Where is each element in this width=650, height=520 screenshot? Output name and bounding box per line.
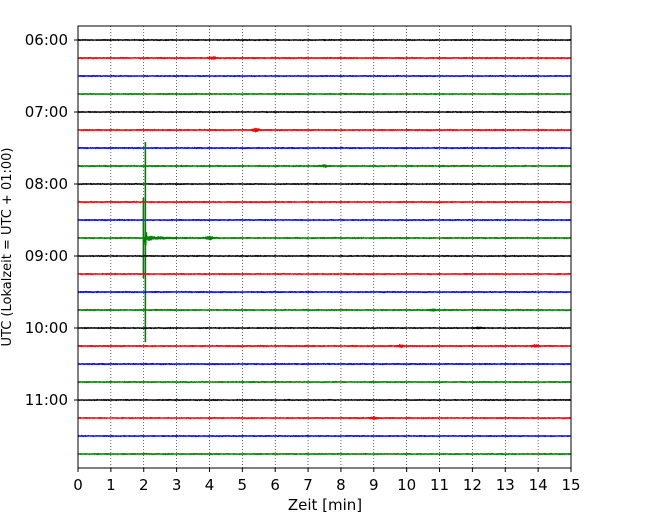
x-tick-label: 14 bbox=[529, 476, 548, 494]
y-tick-label: 06:00 bbox=[25, 31, 68, 49]
y-tick-label: 08:00 bbox=[25, 175, 68, 193]
trace-0930 bbox=[77, 290, 572, 294]
trace-1100 bbox=[77, 398, 572, 402]
trace-0945 bbox=[77, 308, 572, 312]
x-axis-label: Zeit [min] bbox=[288, 496, 362, 514]
x-tick-label: 0 bbox=[73, 476, 83, 494]
x-tick-label: 10 bbox=[397, 476, 416, 494]
trace-0715 bbox=[77, 127, 572, 133]
trace-0630 bbox=[77, 74, 572, 78]
trace-0830 bbox=[77, 218, 572, 222]
trace-1015 bbox=[77, 343, 572, 349]
x-tick-label: 2 bbox=[139, 476, 149, 494]
y-tick-label: 07:00 bbox=[25, 103, 68, 121]
x-tick-label: 12 bbox=[463, 476, 482, 494]
trace-1045 bbox=[77, 380, 572, 384]
trace-0900 bbox=[77, 254, 572, 258]
x-tick-label: 5 bbox=[238, 476, 248, 494]
trace-0815 bbox=[77, 200, 572, 204]
x-tick-label: 7 bbox=[303, 476, 313, 494]
y-tick-label: 10:00 bbox=[25, 319, 68, 337]
trace-0845 bbox=[77, 232, 572, 246]
trace-0700 bbox=[77, 110, 572, 114]
trace-1130 bbox=[77, 434, 572, 438]
trace-0600 bbox=[77, 38, 572, 42]
x-tick-label: 9 bbox=[369, 476, 379, 494]
trace-0645 bbox=[77, 92, 572, 96]
y-tick-label: 11:00 bbox=[25, 391, 68, 409]
x-tick-label: 3 bbox=[172, 476, 182, 494]
x-tick-label: 1 bbox=[106, 476, 116, 494]
trace-1115 bbox=[77, 416, 572, 420]
trace-1000 bbox=[77, 326, 572, 330]
trace-0615 bbox=[77, 56, 572, 60]
trace-0800 bbox=[77, 182, 572, 186]
y-axis-label: UTC (Lokalzeit = UTC + 01:00) bbox=[0, 148, 15, 347]
trace-0915 bbox=[77, 272, 572, 276]
trace-0730 bbox=[77, 146, 572, 150]
trace-1030 bbox=[77, 362, 572, 366]
x-tick-label: 6 bbox=[270, 476, 280, 494]
trace-1145 bbox=[77, 452, 572, 456]
x-tick-label: 4 bbox=[205, 476, 215, 494]
x-tick-label: 15 bbox=[561, 476, 580, 494]
x-tick-label: 11 bbox=[430, 476, 449, 494]
seismic-traces bbox=[77, 38, 572, 456]
grid-lines bbox=[110, 26, 539, 468]
plot-frame bbox=[77, 25, 572, 469]
trace-0745 bbox=[77, 164, 572, 168]
x-tick-label: 8 bbox=[336, 476, 346, 494]
y-tick-label: 09:00 bbox=[25, 247, 68, 265]
x-axis-ticks: 0 1 2 3 4 5 6 7 8 9 10 11 12 13 14 15 bbox=[73, 468, 581, 494]
x-tick-label: 13 bbox=[496, 476, 515, 494]
y-axis-ticks: 06:00 07:00 08:00 09:00 10:00 11:00 bbox=[25, 31, 78, 409]
